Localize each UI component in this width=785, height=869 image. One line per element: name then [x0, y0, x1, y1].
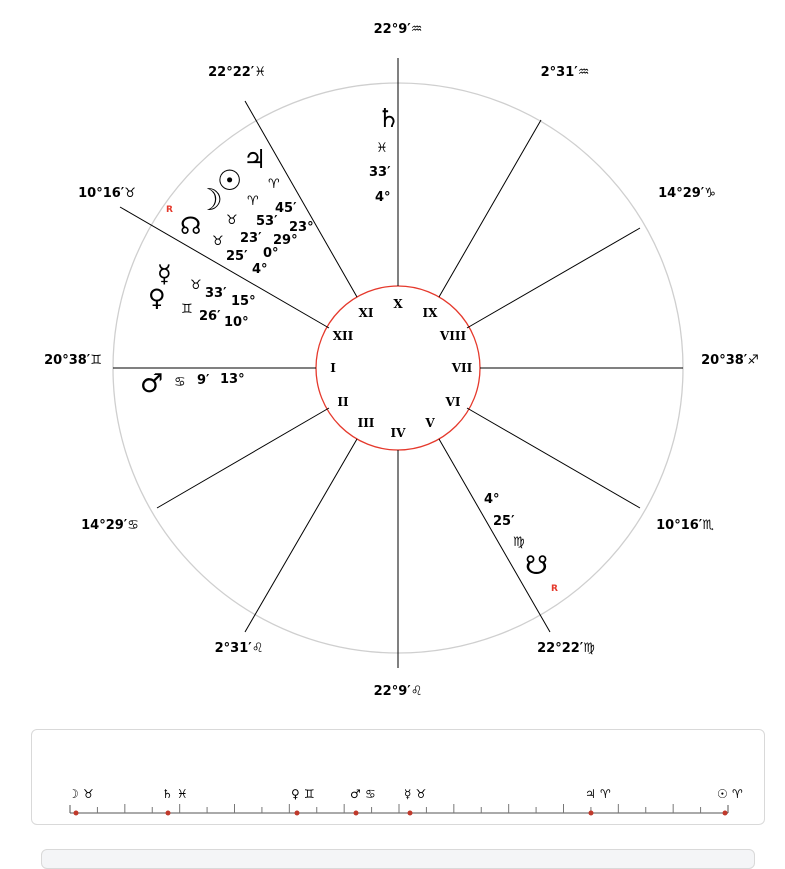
jupiter-degrees: 23° — [289, 220, 314, 235]
strip-marker-sun — [722, 810, 728, 816]
cusp-label-ix: 2°31′♒ — [541, 65, 590, 80]
house-number-1: I — [330, 361, 336, 375]
house-number-10: X — [393, 297, 403, 311]
mercury-degrees: 15° — [231, 294, 256, 309]
bottom-panel — [41, 849, 755, 869]
house-number-11: XI — [359, 306, 374, 320]
cusp-line-12 — [119, 206, 330, 329]
cusp-line-5 — [438, 438, 551, 633]
cusp-lines — [113, 58, 683, 668]
cusp-label-viii: 14°29′♑ — [658, 186, 716, 201]
south-node-degrees: 4° — [484, 492, 500, 507]
moon-icon: ☽ — [196, 183, 223, 218]
mars-icon: ♂ — [140, 369, 163, 399]
house-number-8: VIII — [439, 329, 467, 343]
mercury-sign-icon: ♉ — [190, 278, 202, 293]
south-node-minutes: 25′ — [493, 514, 515, 529]
planet-venus: ♀ ♊ 26′ 10° — [148, 284, 249, 330]
cusp-label-ii: 14°29′♋ — [81, 518, 139, 533]
strip-marker-venus — [294, 810, 300, 816]
strip-marker-saturn — [165, 810, 171, 816]
cusp-label-vi: 10°16′♏ — [656, 518, 714, 533]
mars-degrees: 13° — [220, 372, 245, 387]
strip-marker-jupiter — [588, 810, 594, 816]
venus-icon: ♀ — [148, 284, 166, 312]
house-number-9: IX — [423, 306, 439, 320]
saturn-degrees: 4° — [375, 190, 391, 205]
mars-sign-icon: ♋ — [174, 375, 186, 390]
cusp-line-2 — [156, 407, 330, 509]
cusp-label-iv: 22°9′♌ — [374, 684, 423, 699]
sun-minutes: 53′ — [256, 214, 278, 229]
cusp-line-8 — [466, 227, 641, 329]
strip-marker-mars — [353, 810, 359, 816]
moon-minutes: 23′ — [240, 231, 262, 246]
sun-sign-icon: ♈ — [247, 194, 259, 209]
jupiter-icon: ♃ — [243, 145, 266, 175]
planet-jupiter: ♃ ♈ 45′ 23° — [243, 145, 314, 235]
planet-saturn: ♄ ♓ 33′ 4° — [369, 104, 400, 205]
house-number-2: II — [337, 395, 349, 409]
sun-icon: ☉ — [217, 164, 242, 197]
south-node-icon: ☋ — [525, 551, 548, 581]
saturn-icon: ♄ — [377, 104, 400, 134]
strip-label-mars: ♂ ♋ — [350, 787, 376, 801]
cusp-line-6 — [466, 407, 641, 509]
cusp-label-xii: 10°16′♉ — [78, 186, 136, 201]
strip-ticks — [96, 804, 702, 813]
north-node-degrees: 4° — [252, 262, 268, 277]
cusp-line-9 — [438, 119, 542, 298]
cusp-label-xi: 22°22′♓ — [208, 65, 266, 80]
planet-sun: ☉ ♈ 53′ 29° — [217, 164, 298, 248]
cusp-label-iii: 2°31′♌ — [215, 641, 264, 656]
jupiter-minutes: 45′ — [275, 201, 297, 216]
planet-moon: ☽ ♉ 23′ 0° — [196, 183, 279, 261]
chart-wheel: 22°9′♒ 22°22′♓ 2°31′♒ 10°16′♉ 14°29′♑ 20… — [44, 22, 759, 699]
cusp-label-v: 22°22′♍ — [537, 641, 595, 656]
cusp-line-11 — [244, 100, 358, 298]
house-number-5: V — [424, 416, 435, 430]
jupiter-sign-icon: ♈ — [268, 177, 280, 192]
cusp-label-i: 20°38′♊ — [44, 353, 102, 368]
north-node-retrograde-marker: R — [166, 205, 173, 215]
strip-label-moon: ☽ ♉ — [68, 787, 94, 801]
cusp-label-vii: 20°38′♐ — [701, 353, 759, 368]
strip-marker-mercury — [407, 810, 413, 816]
house-number-4: IV — [391, 426, 407, 440]
venus-minutes: 26′ — [199, 309, 221, 324]
strip-label-jupiter: ♃ ♈ — [585, 787, 611, 801]
saturn-sign-icon: ♓ — [376, 141, 388, 156]
sun-degrees: 29° — [273, 233, 298, 248]
house-number-3: III — [358, 416, 375, 430]
cusp-line-3 — [244, 438, 358, 633]
house-number-7: VII — [451, 361, 473, 375]
planet-south-node: 4° 25′ ♍ ☋ R — [484, 492, 558, 594]
south-node-sign-icon: ♍ — [513, 535, 525, 550]
house-number-12: XII — [333, 329, 354, 343]
mars-minutes: 9′ — [197, 373, 210, 388]
saturn-minutes: 33′ — [369, 165, 391, 180]
strip-marker-moon — [73, 810, 79, 816]
strip-ruler: ☽ ♉ ♄ ♓ ♀ ♊ ♂ ♋ ☿ ♉ ♃ ♈ ☉ ♈ — [68, 787, 743, 816]
planet-north-node: R ☊ ♉ 25′ 4° — [166, 205, 268, 277]
venus-sign-icon: ♊ — [181, 302, 193, 317]
planet-mercury: ☿ ♉ 33′ 15° — [157, 260, 256, 309]
south-node-retrograde-marker: R — [551, 584, 558, 594]
strip-label-sun: ☉ ♈ — [717, 787, 743, 801]
cusp-label-x: 22°9′♒ — [374, 22, 423, 37]
north-node-icon: ☊ — [180, 212, 201, 240]
planet-mars: ♂ ♋ 9′ 13° — [140, 369, 245, 399]
venus-degrees: 10° — [224, 315, 249, 330]
strip-label-saturn: ♄ ♓ — [162, 787, 188, 801]
strip-label-mercury: ☿ ♉ — [404, 787, 426, 801]
moon-degrees: 0° — [263, 246, 279, 261]
planet-position-strip: ☽ ♉ ♄ ♓ ♀ ♊ ♂ ♋ ☿ ♉ ♃ ♈ ☉ ♈ — [31, 729, 765, 825]
house-number-6: VI — [445, 395, 461, 409]
mercury-minutes: 33′ — [205, 286, 227, 301]
strip-label-venus: ♀ ♊ — [291, 787, 315, 801]
north-node-minutes: 25′ — [226, 249, 248, 264]
mercury-icon: ☿ — [157, 260, 172, 288]
north-node-sign-icon: ♉ — [212, 234, 224, 249]
moon-sign-icon: ♉ — [226, 213, 238, 228]
